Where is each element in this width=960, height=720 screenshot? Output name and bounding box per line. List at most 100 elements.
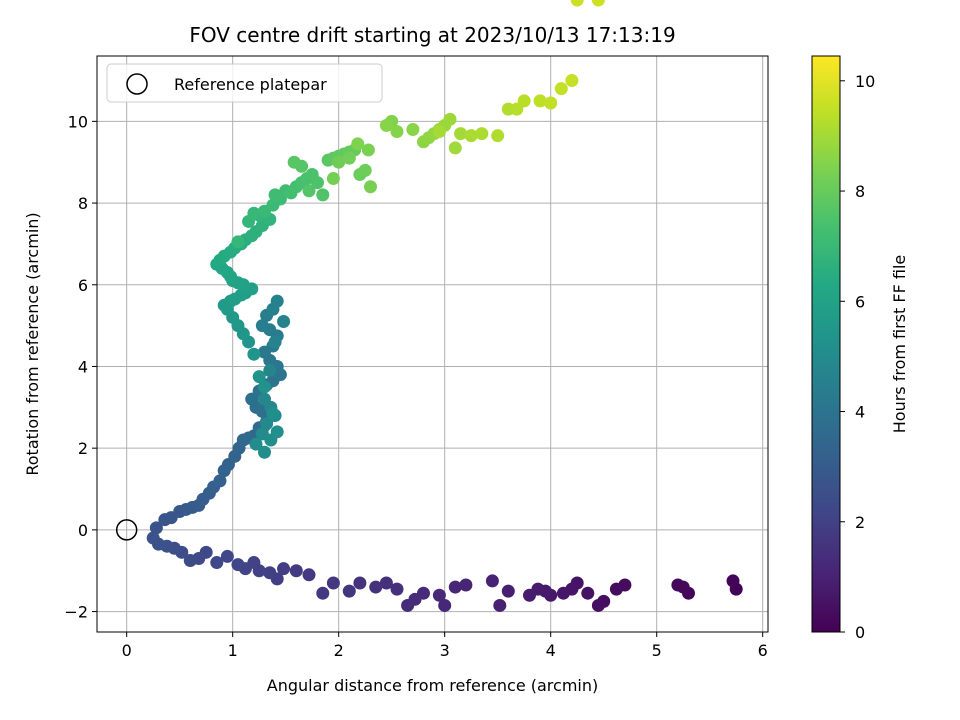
- scatter-point: [270, 425, 284, 439]
- scatter-point: [268, 188, 282, 202]
- scatter-point: [401, 598, 415, 612]
- x-tick-label: 3: [440, 641, 450, 660]
- scatter-point: [379, 576, 393, 590]
- scatter-point: [210, 556, 224, 570]
- scatter-point: [351, 137, 365, 151]
- scatter-point: [581, 586, 595, 600]
- legend: Reference platepar: [106, 63, 383, 103]
- scatter-point: [302, 184, 316, 198]
- scatter-point: [342, 151, 356, 165]
- scatter-point: [443, 112, 457, 126]
- scatter-point: [277, 562, 291, 576]
- scatter-point: [485, 574, 499, 588]
- scatter-point: [432, 588, 446, 602]
- scatter-point: [213, 474, 227, 488]
- scatter-point: [260, 417, 274, 431]
- scatter-point: [554, 82, 568, 96]
- scatter-point: [671, 578, 685, 592]
- scatter-point: [522, 588, 536, 602]
- plot-frame: [96, 55, 769, 633]
- scatter-point: [310, 176, 324, 190]
- scatter-point: [249, 437, 263, 451]
- scatter-point: [332, 155, 346, 169]
- scatter-point: [231, 558, 245, 572]
- y-tick-label: 6: [78, 276, 88, 295]
- colorbar-tick-label: 8: [855, 182, 865, 201]
- colorbar-gradient: [811, 55, 841, 633]
- legend-label-reference: Reference platepar: [174, 75, 327, 94]
- scatter-point: [277, 315, 291, 329]
- chart-title: FOV centre drift starting at 2023/10/13 …: [189, 23, 675, 47]
- y-tick-label: 8: [78, 194, 88, 213]
- scatter-point: [257, 445, 271, 459]
- colorbar-label: Hours from first FF file: [890, 255, 909, 434]
- scatter-point: [257, 380, 271, 394]
- grid-lines: [97, 56, 768, 632]
- scatter-point: [302, 568, 316, 582]
- scatter-point: [591, 598, 605, 612]
- scatter-point: [475, 127, 489, 141]
- scatter-point: [263, 566, 277, 580]
- colorbar-tick-label: 2: [855, 513, 865, 532]
- scatter-point: [726, 574, 740, 588]
- x-tick-label: 4: [546, 641, 556, 660]
- scatter-point: [544, 96, 558, 110]
- scatter-point: [570, 0, 584, 7]
- scatter-point: [266, 406, 280, 420]
- scatter-point: [390, 582, 404, 596]
- scatter-point: [448, 141, 462, 155]
- y-axis-label: Rotation from reference (arcmin): [23, 212, 42, 475]
- x-tick-label: 0: [122, 641, 132, 660]
- scatter-point: [556, 586, 570, 600]
- scatter-point: [316, 586, 330, 600]
- x-tick-label: 5: [652, 641, 662, 660]
- scatter-point: [459, 578, 473, 592]
- colorbar-tick-label: 4: [855, 403, 865, 422]
- scatter-point: [464, 129, 478, 143]
- scatter-point: [379, 118, 393, 132]
- y-tick-label: 0: [78, 521, 88, 540]
- legend-box: [106, 63, 383, 103]
- scatter-point: [438, 598, 452, 612]
- scatter-point: [533, 94, 547, 108]
- y-tick-label: −2: [64, 603, 88, 622]
- x-tick-label: 1: [228, 641, 238, 660]
- scatter-point: [565, 74, 579, 88]
- scatter-point: [247, 206, 261, 220]
- colorbar-tick-label: 10: [855, 72, 875, 91]
- scatter-point: [326, 172, 340, 186]
- scatter-point: [220, 549, 234, 563]
- scatter-point: [268, 335, 282, 349]
- scatter-point: [363, 180, 377, 194]
- colorbar-tick-label: 6: [855, 292, 865, 311]
- colorbar: 0 2 4 6 8 10 Hours from first FF file: [811, 55, 909, 642]
- scatter-point: [326, 576, 340, 590]
- x-axis-label: Angular distance from reference (arcmin): [267, 676, 598, 695]
- scatter-point: [358, 163, 372, 177]
- scatter-point: [316, 188, 330, 202]
- scatter-point: [454, 127, 468, 141]
- scatter-point: [231, 235, 245, 249]
- scatter-point: [183, 554, 197, 568]
- y-axis-ticks: −2 0 2 4 6 8 10: [64, 112, 97, 622]
- legend-marker-reference: [126, 73, 148, 95]
- y-tick-label: 4: [78, 357, 88, 376]
- scatter-point: [149, 521, 163, 535]
- x-tick-label: 6: [758, 641, 768, 660]
- scatter-point: [448, 580, 462, 594]
- scatter-point: [361, 143, 375, 157]
- scatter-point: [342, 584, 356, 598]
- scatter-point: [146, 531, 160, 545]
- scatter-point: [406, 123, 420, 137]
- scatter-point: [255, 319, 269, 333]
- x-tick-label: 2: [334, 641, 344, 660]
- scatter-point: [287, 155, 301, 169]
- scatter-point: [501, 584, 515, 598]
- scatter-point: [252, 370, 266, 384]
- scatter-point: [289, 564, 303, 578]
- scatter-point: [369, 580, 383, 594]
- y-tick-label: 2: [78, 439, 88, 458]
- scatter-point: [247, 347, 261, 361]
- scatter-point: [390, 125, 404, 139]
